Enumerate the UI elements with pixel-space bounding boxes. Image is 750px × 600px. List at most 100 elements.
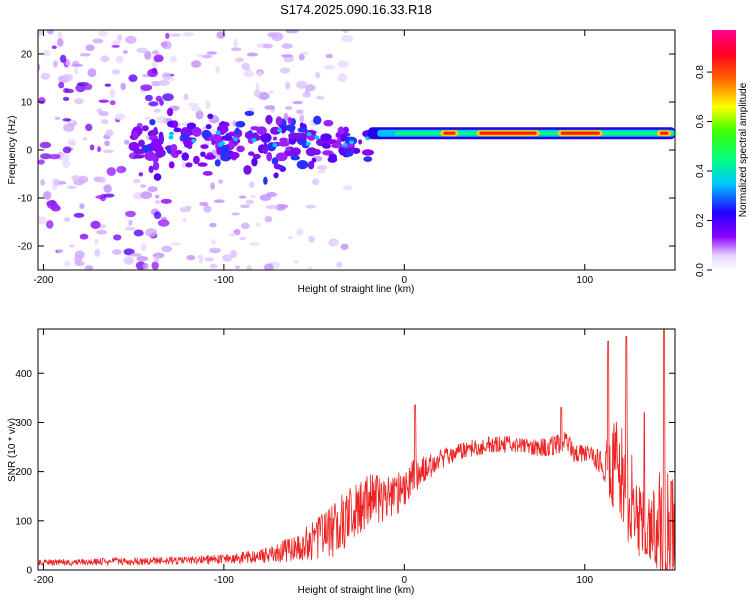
spectral-blob	[315, 72, 321, 79]
carrier-peak-core	[659, 131, 669, 135]
spectral-blob	[337, 126, 345, 135]
spectral-blob	[113, 234, 122, 241]
spectral-blob	[280, 54, 293, 58]
spectral-blob	[140, 191, 153, 200]
spectral-blob	[289, 30, 300, 34]
spectral-blob	[358, 139, 363, 145]
spectral-blob	[65, 59, 71, 67]
spectral-blob	[197, 162, 208, 167]
spectral-blob	[97, 30, 108, 37]
spectral-blob	[133, 229, 144, 237]
spectral-blob	[147, 186, 158, 193]
spectral-blob	[321, 143, 331, 149]
y-tick-label: 300	[15, 418, 32, 429]
spectral-blob	[229, 233, 237, 237]
spectral-blob	[220, 148, 231, 159]
spectral-blob	[182, 217, 188, 222]
spectral-blob	[340, 243, 349, 250]
spectral-blob	[327, 139, 338, 145]
snr-plot-area	[38, 329, 675, 570]
spectral-blob	[195, 110, 204, 120]
snr-series-line	[38, 329, 675, 570]
spectral-hotspot	[220, 141, 226, 146]
spectral-blob	[62, 146, 72, 154]
spectral-blob	[153, 211, 162, 220]
spectral-blob	[266, 151, 273, 162]
spectral-blob	[342, 126, 349, 134]
x-tick-label: 0	[402, 275, 408, 286]
spectral-blob	[280, 125, 286, 134]
spectral-blob	[248, 151, 255, 156]
spectral-blob	[40, 153, 52, 160]
y-tick-label: 20	[21, 50, 33, 61]
spectral-blob	[209, 222, 217, 228]
spectral-blob	[104, 140, 110, 147]
spectral-blob	[141, 125, 149, 132]
spectral-blob	[275, 203, 287, 211]
spectral-blob	[162, 93, 174, 102]
spectral-blob	[287, 117, 293, 125]
spectral-blob	[148, 129, 159, 136]
x-tick-label: -100	[214, 275, 234, 286]
spectral-blob	[344, 149, 354, 157]
snr-xlabel: Height of straight line (km)	[298, 585, 415, 596]
spectral-blob	[204, 154, 216, 160]
spectral-blob	[155, 115, 167, 124]
spectral-blob	[271, 157, 279, 166]
spectral-blob	[128, 219, 133, 226]
spectral-blob	[211, 133, 222, 142]
spectral-blob	[153, 173, 162, 181]
colorbar-label: Normalized spectral amplitude	[738, 82, 749, 217]
spectral-hotspot	[215, 130, 221, 135]
spectral-blob	[246, 52, 259, 57]
colorbar-gradient	[712, 30, 736, 270]
spectral-blob	[95, 195, 107, 199]
spectral-blob	[238, 195, 247, 199]
spectral-blob	[199, 201, 209, 207]
spectral-hotspot	[277, 128, 283, 133]
spectral-blob	[182, 31, 195, 37]
spectral-blob	[154, 255, 160, 263]
snr-frame	[37, 328, 676, 571]
spectral-blob	[352, 147, 361, 154]
x-tick-label: -100	[214, 575, 234, 586]
spectral-blob	[285, 124, 296, 132]
y-tick-label: 200	[15, 467, 32, 478]
spectral-blob	[205, 124, 212, 130]
spectral-blob	[214, 159, 221, 167]
spectral-blob	[186, 144, 193, 150]
spectral-blob	[363, 156, 373, 163]
spectral-blob	[100, 119, 109, 125]
spectral-blob	[168, 161, 175, 169]
spectral-blob	[316, 95, 325, 100]
spectral-blob	[290, 155, 300, 161]
spectral-blob	[71, 63, 84, 67]
spectral-blob	[100, 55, 110, 63]
spectral-blob	[229, 151, 240, 159]
x-tick-label: -200	[33, 575, 53, 586]
spectral-blob	[43, 49, 51, 57]
spectral-blob	[136, 256, 149, 262]
spectral-blob	[246, 264, 252, 270]
spectral-blob	[83, 83, 93, 91]
spectral-blob	[211, 238, 216, 246]
spectral-blob	[39, 141, 52, 149]
spectral-blob	[133, 179, 141, 184]
spectral-blob	[361, 149, 374, 156]
spectral-blob	[288, 132, 300, 140]
spectral-blob	[133, 148, 146, 155]
spectral-blob	[244, 110, 255, 116]
spectral-blob	[302, 51, 309, 56]
spectral-blob	[74, 98, 84, 105]
y-tick-label: -20	[18, 242, 33, 253]
colorbar-tick-label: 0.8	[695, 65, 706, 79]
spectral-blob	[216, 31, 226, 39]
spectral-blob	[148, 101, 159, 107]
spectral-blob	[154, 199, 160, 205]
spectral-blob	[74, 66, 79, 75]
y-tick-label: -10	[18, 194, 33, 205]
spectral-blob	[67, 138, 77, 147]
spectral-blob	[292, 100, 303, 105]
spectral-blob	[337, 60, 350, 68]
spectral-blob	[244, 131, 252, 139]
